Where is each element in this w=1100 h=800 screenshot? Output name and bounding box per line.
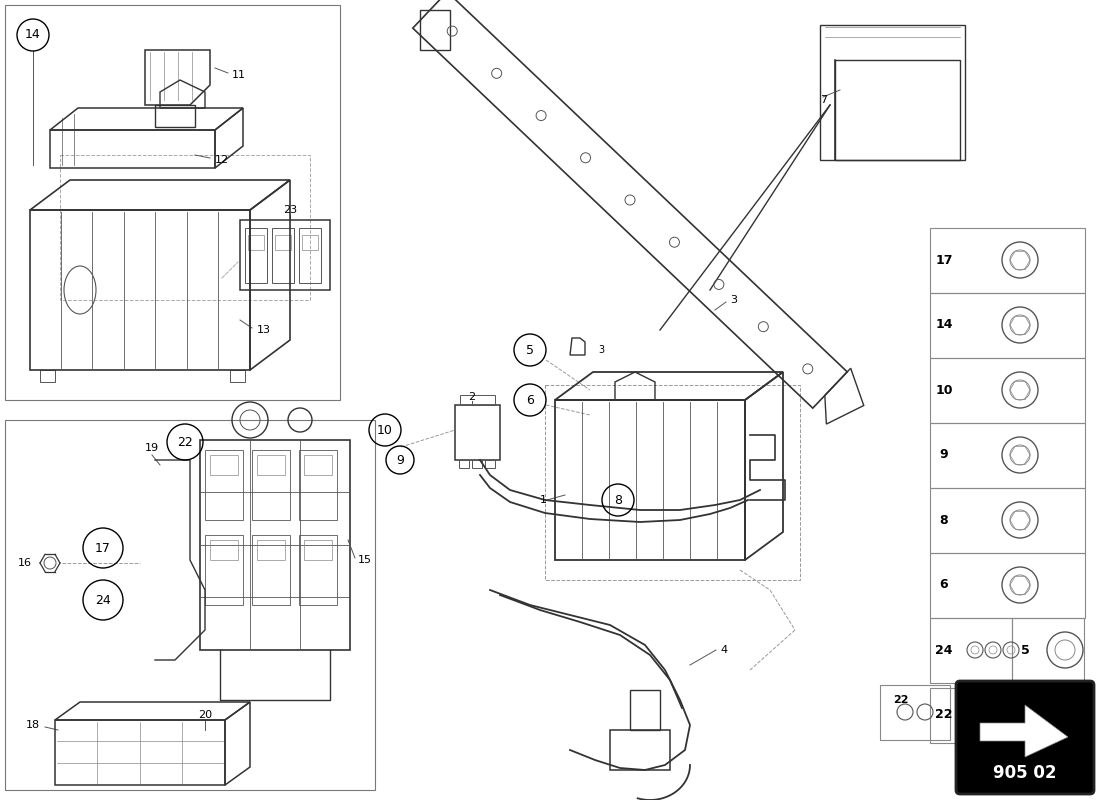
Bar — [299, 535, 337, 605]
Text: 20: 20 — [198, 710, 212, 720]
Bar — [930, 293, 1085, 358]
Text: 8: 8 — [614, 494, 622, 506]
Text: 5: 5 — [1021, 643, 1030, 657]
Text: 18: 18 — [26, 720, 40, 730]
Text: 23: 23 — [283, 205, 297, 215]
Text: 24: 24 — [95, 594, 111, 606]
Text: 24: 24 — [935, 643, 953, 657]
Bar — [930, 358, 1085, 423]
Bar — [304, 455, 332, 475]
Text: 9: 9 — [396, 454, 404, 466]
Bar — [6, 5, 340, 400]
Text: 13: 13 — [257, 325, 271, 335]
Bar — [205, 450, 243, 520]
Bar — [302, 235, 318, 250]
Bar — [272, 228, 294, 283]
Text: 6: 6 — [526, 394, 534, 406]
Bar — [200, 440, 350, 650]
Text: 14: 14 — [935, 318, 953, 331]
Bar — [455, 405, 500, 460]
Bar — [930, 553, 1085, 618]
Bar — [155, 105, 195, 127]
Text: 14: 14 — [25, 29, 41, 42]
Text: 17: 17 — [95, 542, 111, 554]
Text: 6: 6 — [939, 578, 948, 591]
Text: 3: 3 — [598, 345, 604, 355]
Text: 12: 12 — [214, 155, 229, 165]
Bar — [460, 395, 495, 405]
Text: 22: 22 — [935, 709, 953, 722]
Bar — [930, 488, 1085, 553]
Bar — [205, 535, 243, 605]
Text: 4: 4 — [720, 645, 727, 655]
Polygon shape — [980, 705, 1068, 757]
Text: 5: 5 — [526, 343, 534, 357]
Bar — [930, 228, 1085, 293]
Text: 16: 16 — [18, 558, 32, 568]
Text: 19: 19 — [145, 443, 160, 453]
Text: 8: 8 — [939, 514, 948, 526]
Text: 22: 22 — [893, 695, 909, 705]
Text: 905 02: 905 02 — [993, 764, 1057, 782]
Text: 10: 10 — [935, 383, 953, 397]
Bar — [40, 370, 55, 382]
Bar — [1012, 618, 1084, 683]
Bar — [230, 370, 245, 382]
Bar — [275, 235, 292, 250]
Bar — [210, 540, 238, 560]
Bar — [245, 228, 267, 283]
FancyBboxPatch shape — [956, 681, 1094, 794]
Text: 22: 22 — [177, 435, 192, 449]
Text: 7: 7 — [820, 95, 827, 105]
Bar — [485, 460, 495, 468]
Bar — [630, 690, 660, 730]
Bar — [420, 10, 450, 50]
Bar — [299, 450, 337, 520]
Text: 11: 11 — [232, 70, 246, 80]
Text: 10: 10 — [377, 423, 393, 437]
Text: 9: 9 — [939, 449, 948, 462]
Bar — [257, 540, 285, 560]
Text: 17: 17 — [935, 254, 953, 266]
Bar — [610, 730, 670, 770]
Bar — [210, 455, 238, 475]
Bar — [299, 228, 321, 283]
Bar — [304, 540, 332, 560]
Bar — [240, 220, 330, 290]
Bar — [252, 535, 290, 605]
Bar — [248, 235, 264, 250]
Text: 2: 2 — [469, 392, 475, 402]
Text: 15: 15 — [358, 555, 372, 565]
Bar — [257, 455, 285, 475]
Bar — [6, 420, 375, 790]
Bar — [459, 460, 469, 468]
Bar — [930, 688, 1085, 743]
Bar — [930, 618, 1012, 683]
Bar — [880, 685, 950, 740]
Text: 3: 3 — [730, 295, 737, 305]
Bar — [930, 423, 1085, 488]
Bar — [252, 450, 290, 520]
Bar — [472, 460, 482, 468]
Text: 1: 1 — [540, 495, 547, 505]
